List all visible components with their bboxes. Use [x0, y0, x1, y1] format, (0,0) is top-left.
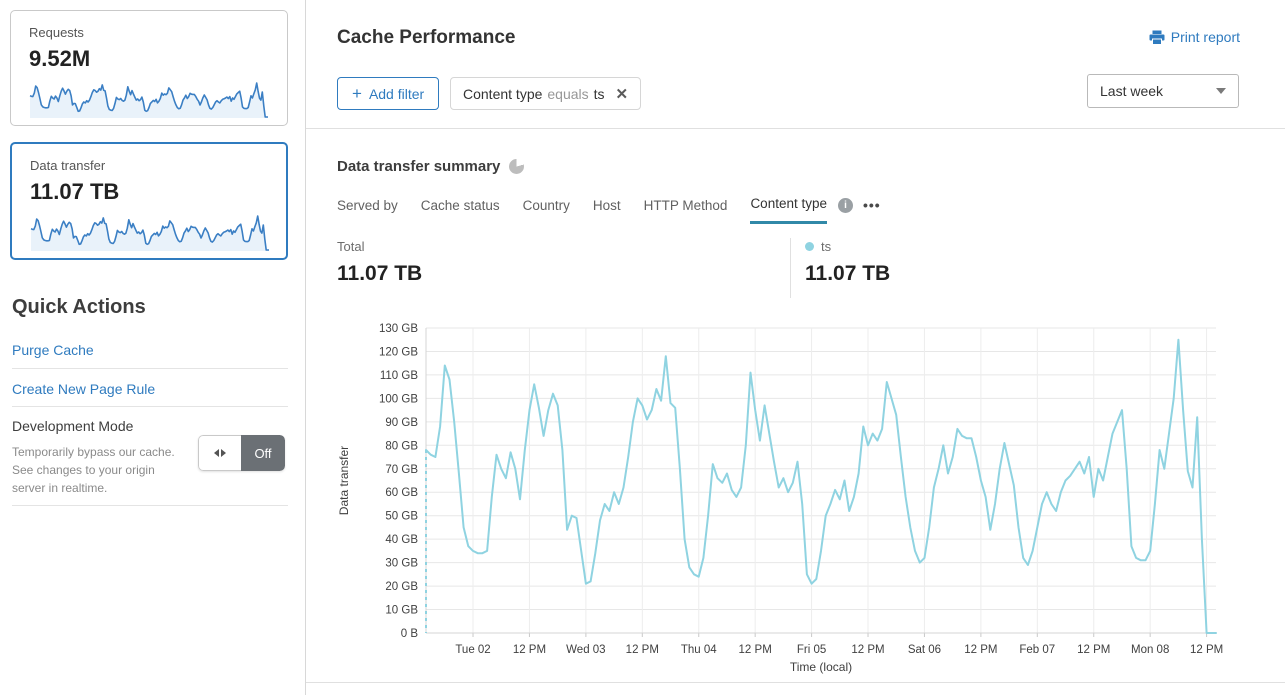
requests-card[interactable]: Requests 9.52M: [10, 10, 288, 126]
development-mode-toggle[interactable]: Off: [198, 435, 285, 471]
filter-chip-operator: equals: [547, 85, 589, 102]
svg-text:12 PM: 12 PM: [739, 644, 772, 656]
svg-text:120 GB: 120 GB: [379, 346, 418, 358]
printer-icon: [1149, 30, 1165, 45]
divider: [12, 368, 288, 369]
data-transfer-chart: 0 B 10 GB 20 GB 30 GB 40 GB 50 GB 60 GB 70 GB 80…: [330, 318, 1225, 681]
print-report-link[interactable]: Print report: [1149, 29, 1240, 45]
add-filter-button[interactable]: + Add filter: [337, 77, 440, 110]
svg-text:Mon 08: Mon 08: [1131, 644, 1169, 656]
legend-name: ts: [821, 239, 832, 254]
filter-chip-field: Content type: [463, 85, 543, 102]
svg-text:Feb 07: Feb 07: [1019, 644, 1055, 656]
requests-sparkline: [29, 82, 268, 118]
data-transfer-card[interactable]: Data transfer 11.07 TB: [10, 142, 288, 260]
divider: [306, 128, 1285, 129]
svg-text:110 GB: 110 GB: [380, 370, 418, 382]
tab-country[interactable]: Country: [522, 197, 570, 213]
svg-text:Fri 05: Fri 05: [797, 644, 826, 656]
svg-text:Sat 06: Sat 06: [908, 644, 941, 656]
svg-text:12 PM: 12 PM: [1077, 644, 1110, 656]
svg-text:12 PM: 12 PM: [964, 644, 997, 656]
toggle-arrows-icon: [198, 435, 241, 471]
development-mode-label: Development Mode: [12, 418, 134, 434]
time-range-select[interactable]: Last week: [1087, 74, 1239, 108]
data-transfer-card-value: 11.07 TB: [30, 179, 120, 204]
svg-text:20 GB: 20 GB: [385, 581, 418, 593]
development-mode-description: Temporarily bypass our cache. See change…: [12, 445, 175, 495]
svg-text:12 PM: 12 PM: [1190, 644, 1223, 656]
analytics-sidebar: Requests 9.52M Data transfer 11.07 TB Qu…: [0, 0, 306, 695]
svg-text:130 GB: 130 GB: [379, 323, 418, 335]
filter-chip-content-type: Content type equals ts ✕: [450, 77, 642, 110]
total-label: Total: [337, 239, 365, 254]
svg-text:40 GB: 40 GB: [385, 534, 418, 546]
toggle-state-label: Off: [241, 435, 285, 471]
tab-served-by[interactable]: Served by: [337, 197, 398, 213]
plus-icon: +: [352, 83, 362, 103]
chevron-down-icon: [1216, 88, 1226, 94]
svg-text:Data transfer: Data transfer: [337, 446, 351, 515]
svg-text:100 GB: 100 GB: [379, 393, 418, 405]
tab-host[interactable]: Host: [592, 197, 621, 213]
summary-title: Data transfer summary: [337, 158, 501, 175]
requests-card-label: Requests: [29, 25, 84, 40]
svg-text:Tue 02: Tue 02: [455, 644, 490, 656]
filter-chip-value: ts: [593, 85, 605, 102]
svg-text:60 GB: 60 GB: [385, 487, 418, 499]
legend-dot-icon: [805, 242, 814, 251]
svg-text:12 PM: 12 PM: [626, 644, 659, 656]
add-filter-label: Add filter: [368, 85, 425, 102]
info-icon[interactable]: i: [838, 197, 853, 213]
data-transfer-sparkline: [30, 215, 269, 251]
filter-chip-close-icon[interactable]: ✕: [615, 85, 629, 103]
purge-cache-link[interactable]: Purge Cache: [12, 342, 94, 358]
svg-text:50 GB: 50 GB: [385, 511, 418, 523]
svg-text:Time (local): Time (local): [790, 660, 852, 674]
data-transfer-card-label: Data transfer: [30, 158, 106, 173]
divider: [12, 505, 288, 506]
svg-text:30 GB: 30 GB: [385, 558, 418, 570]
svg-text:12 PM: 12 PM: [851, 644, 884, 656]
page-title: Cache Performance: [337, 27, 516, 48]
requests-card-value: 9.52M: [29, 46, 91, 71]
dimension-tabs: Served by Cache status Country Host HTTP…: [337, 196, 881, 224]
tab-http-method[interactable]: HTTP Method: [643, 197, 728, 213]
svg-text:10 GB: 10 GB: [385, 605, 418, 617]
divider: [790, 238, 791, 298]
more-tabs-icon[interactable]: •••: [863, 197, 881, 213]
divider: [12, 406, 288, 407]
svg-text:Wed 03: Wed 03: [566, 644, 605, 656]
legend-item-ts[interactable]: ts: [805, 239, 831, 254]
main-content: Cache Performance Print report + Add fil…: [306, 0, 1285, 695]
tab-content-type[interactable]: Content type: [750, 196, 827, 224]
svg-text:Thu 04: Thu 04: [681, 644, 717, 656]
svg-text:70 GB: 70 GB: [385, 464, 418, 476]
legend-value: 11.07 TB: [805, 262, 891, 285]
quick-actions-heading: Quick Actions: [12, 296, 146, 318]
print-report-label: Print report: [1170, 29, 1240, 45]
divider: [306, 682, 1285, 683]
svg-text:90 GB: 90 GB: [385, 417, 418, 429]
time-range-value: Last week: [1100, 83, 1164, 99]
svg-text:80 GB: 80 GB: [385, 440, 418, 452]
svg-text:12 PM: 12 PM: [513, 644, 546, 656]
total-value: 11.07 TB: [337, 262, 423, 285]
pie-chart-icon: [509, 159, 525, 174]
create-page-rule-link[interactable]: Create New Page Rule: [12, 381, 156, 397]
svg-text:0 B: 0 B: [401, 628, 419, 640]
tab-cache-status[interactable]: Cache status: [420, 197, 500, 213]
